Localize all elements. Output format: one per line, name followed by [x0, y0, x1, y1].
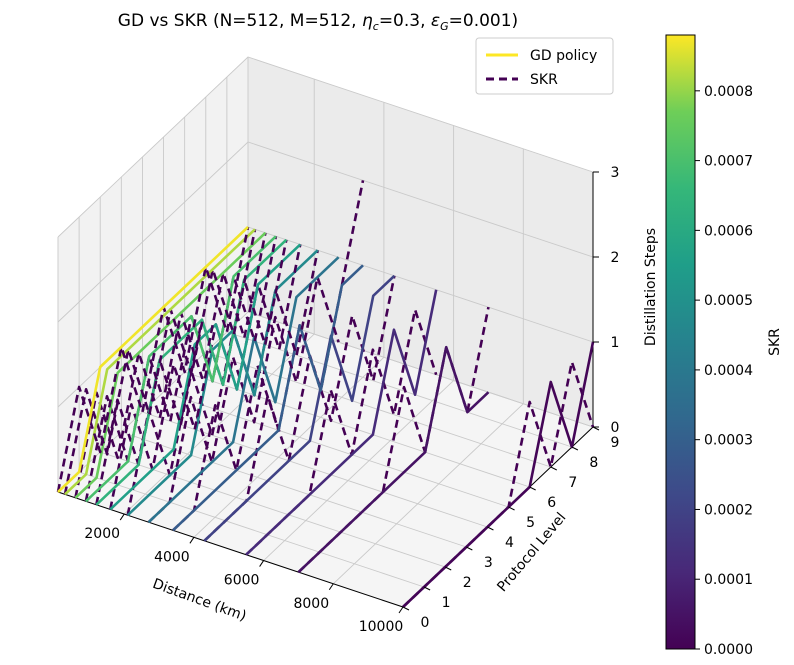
y-tick-mark [466, 546, 473, 551]
gd-policy-line [245, 289, 438, 556]
gd-policy-line [147, 256, 340, 524]
x-tick-mark [259, 560, 265, 567]
skr-line [56, 226, 250, 493]
colorbar-tick-label: 0.0000 [704, 642, 753, 658]
x-tick-mark [398, 606, 404, 614]
colorbar-tick-label: 0.0006 [704, 223, 753, 239]
y-tick-mark [444, 566, 452, 571]
skr-line [108, 244, 302, 510]
gd-policy-line [57, 226, 249, 493]
z-tick-label: 1 [611, 335, 620, 351]
colorbar: 0.0000 0.0001 0.0002 0.0003 0.0004 0.0005 0.00… [665, 34, 783, 658]
y-tick-mark [550, 466, 558, 471]
colorbar-tick-label: 0.0005 [704, 293, 753, 309]
legend-gd-label: GD policy [530, 48, 597, 64]
colorbar-tick-label: 0.0003 [704, 433, 753, 449]
legend-box [475, 37, 614, 95]
x-axis-line [57, 491, 404, 608]
x-tick-mark [119, 513, 125, 521]
colorbar-tick-label: 0.0008 [704, 84, 753, 100]
z-axis-label: Distillation Steps [643, 228, 659, 346]
skr-line [84, 236, 278, 502]
x-tick-label: 6000 [224, 573, 260, 589]
chart-title: GD vs SKR (N=512, M=512, ηc=0.3, εG=0.00… [118, 11, 518, 33]
pane-back [248, 57, 593, 427]
x-tick-label: 10000 [359, 619, 404, 635]
z-gridline [57, 56, 594, 238]
axes-grid [57, 56, 594, 608]
y-tick-mark [402, 606, 410, 611]
colorbar-ticks: 0.0000 0.0001 0.0002 0.0003 0.0004 0.0005 0.00… [695, 84, 753, 658]
x-tick-mark [328, 583, 334, 591]
skr-line [172, 180, 365, 532]
colorbar-tick-label: 0.0001 [704, 572, 753, 588]
gd-policy-line [297, 345, 490, 574]
y-tick-label: 5 [526, 515, 535, 531]
y-tick-label: 3 [484, 555, 493, 571]
colorbar-tick-label: 0.0004 [704, 363, 753, 379]
x-tick-mark [189, 537, 195, 544]
x-tick-label: 4000 [154, 549, 190, 565]
z-tick-label: 3 [611, 165, 620, 181]
y-tick-label: 6 [547, 495, 556, 511]
y-tick-mark [487, 526, 494, 531]
legend-skr-label: SKR [530, 72, 558, 88]
colorbar-tick-label: 0.0007 [704, 154, 753, 170]
colorbar-gradient [665, 34, 696, 650]
y-tick-label: 7 [568, 475, 577, 491]
y-tick-label: 8 [589, 455, 598, 471]
gd-policy-line [172, 264, 364, 532]
y-tick-label: 0 [421, 615, 430, 631]
gd-policy-line [402, 341, 595, 608]
z-tick-label: 0 [611, 420, 620, 436]
y-tick-mark [508, 506, 515, 511]
gd-policy-line [203, 274, 396, 542]
skr-line [74, 232, 267, 499]
y-tick-label: 1 [442, 595, 451, 611]
legend: GD policy SKR [475, 37, 614, 95]
y-tick-label: 2 [463, 575, 472, 591]
z-gridline [57, 311, 594, 493]
x-tick-label: 8000 [293, 596, 329, 612]
z-tick-label: 2 [611, 250, 620, 266]
y-tick-label: 9 [611, 435, 620, 451]
y-tick-label: 4 [505, 535, 514, 551]
skr-line [63, 229, 257, 495]
z-gridline [57, 141, 594, 323]
gd-policy-line [95, 238, 288, 506]
y-tick-mark [529, 486, 536, 491]
colorbar-label: SKR [767, 328, 783, 356]
y-tick-mark [423, 586, 431, 591]
gd-policy-line [74, 231, 267, 499]
x-tick-label: 2000 [84, 526, 120, 542]
gd-policy-line [84, 235, 277, 503]
series-layer [56, 180, 595, 608]
y-tick-mark [571, 446, 579, 451]
gd-policy-line [126, 249, 319, 517]
colorbar-tick-label: 0.0002 [704, 502, 753, 518]
